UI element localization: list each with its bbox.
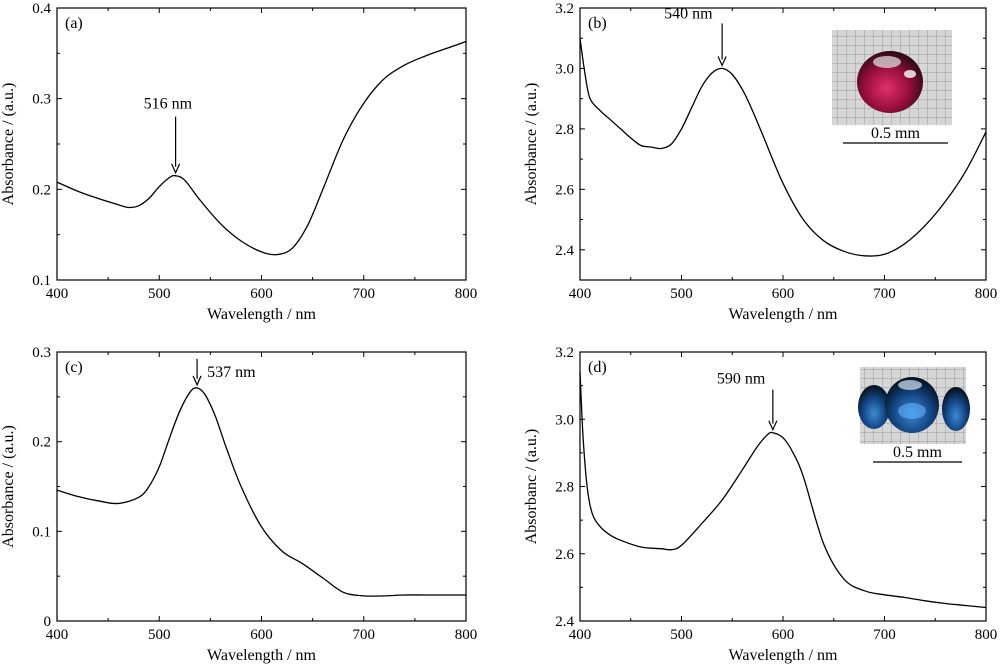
y-tick-label: 2.4 [555,243,574,259]
y-axis-label: Absorbance / (a.u.) [0,83,17,206]
x-tick-label: 700 [353,627,376,643]
x-axis-label: Wavelength / nm [729,306,838,323]
y-tick-label: 0.3 [32,345,51,361]
peak-arrow-head [171,163,181,175]
x-tick-label: 500 [148,286,171,302]
y-tick-label: 3.2 [555,345,574,361]
x-tick-label: 500 [670,627,693,643]
bead-highlight [904,70,916,78]
x-tick-label: 800 [975,627,998,643]
x-tick-label: 700 [353,286,376,302]
x-axis-label: Wavelength / nm [207,306,316,323]
x-tick-label: 600 [772,286,795,302]
x-axis-label: Wavelength / nm [729,647,838,664]
y-tick-label: 0 [44,614,52,630]
peak-label: 590 nm [717,371,766,388]
x-tick-label: 600 [250,627,273,643]
absorbance-curve [579,38,987,257]
x-tick-label: 800 [455,627,478,643]
peak-arrow-head [192,375,202,387]
absorbance-curve [579,372,987,609]
y-tick-label: 0.2 [32,182,51,198]
x-tick-label: 800 [455,286,478,302]
y-tick-label: 2.8 [555,122,574,138]
x-tick-label: 400 [569,627,592,643]
inset-photo [832,30,952,125]
x-tick-label: 400 [569,286,592,302]
bead-highlight [873,56,901,68]
x-tick-label: 400 [46,286,69,302]
y-axis-label: Absorbance / (a.u.) [0,425,17,548]
panel-c: 400 500 600 700 800 0 0.1 0.2 0.3 Wavelength / nm… [0,345,477,664]
panel-d: 400 500 600 700 800 2.4 2.6 2.8 3.0 3.2 Wavelength… [523,345,997,664]
peak-label: 516 nm [144,96,193,113]
y-tick-label: 2.8 [555,480,574,496]
y-tick-label: 3.0 [555,412,574,428]
y-tick-label: 2.4 [555,614,574,630]
x-tick-label: 500 [148,627,171,643]
panel-label: (d) [588,359,607,376]
inset-photo [858,367,970,444]
y-tick-label: 2.6 [555,547,574,563]
blue-bead [942,387,970,431]
y-tick-label: 0.2 [32,435,51,451]
y-tick-label: 0.1 [32,273,51,289]
peak-arrow-head [768,420,778,432]
panel-a: 400 500 600 700 800 0.1 0.2 0.3 0.4 Wavelength / … [0,1,477,323]
y-tick-label: 3.2 [555,1,574,17]
x-tick-label: 400 [46,627,69,643]
x-tick-label: 700 [873,627,896,643]
panel-b: 400 500 600 700 800 2.4 2.6 2.8 3.0 3.2 Wavelength… [523,1,997,323]
panel-label: (c) [65,359,83,376]
y-tick-label: 0.1 [32,524,51,540]
y-axis-label: Absorbanc / (a.u.) [523,429,540,545]
bead-highlight [898,403,926,419]
absorbance-curve [56,40,467,256]
y-tick-label: 3.0 [555,61,574,77]
scale-bar-label: 0.5 mm [893,444,942,461]
y-tick-label: 0.3 [32,92,51,108]
peak-label: 540 nm [664,5,713,22]
bead-highlight [898,380,922,390]
x-tick-label: 700 [873,286,896,302]
peak-arrow-head [717,56,727,67]
blue-bead [858,385,890,429]
red-bead [857,51,923,113]
x-tick-label: 800 [975,286,998,302]
scale-bar-label: 0.5 mm [871,125,920,142]
x-axis-label: Wavelength / nm [207,647,316,664]
y-axis-label: Absorbance / (a.u.) [523,83,540,206]
y-tick-label: 0.4 [32,1,51,17]
absorbance-curve [56,387,466,597]
panel-label: (b) [588,15,607,32]
peak-label: 537 nm [207,364,256,381]
x-tick-label: 600 [772,627,795,643]
plot-frame [56,7,467,281]
panel-label: (a) [65,15,83,32]
y-tick-label: 2.6 [555,182,574,198]
x-tick-label: 600 [250,286,273,302]
plot-frame [56,351,467,622]
x-tick-label: 500 [670,286,693,302]
